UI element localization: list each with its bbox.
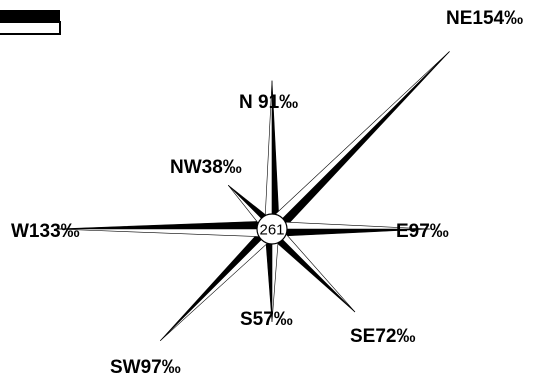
spoke-w-light — [55, 228, 274, 237]
center-circle — [256, 213, 288, 245]
legend-filled-swatch — [0, 10, 60, 22]
legend-empty-swatch — [0, 21, 61, 35]
legend — [0, 10, 61, 35]
spoke-se-light — [271, 228, 356, 313]
label-s: S57‰ — [240, 309, 293, 330]
label-w: W133‰ — [11, 221, 80, 242]
label-nw: NW38‰ — [170, 157, 242, 178]
label-ne: NE154‰ — [446, 8, 523, 29]
label-n: N 91‰ — [239, 92, 298, 113]
spokes — [55, 51, 450, 342]
spoke-w-dark — [55, 221, 274, 230]
label-se: SE72‰ — [350, 326, 415, 347]
direction-labels: N 91‰ NE154‰ E97‰ SE72‰ S57‰ SW97‰ W133‰… — [11, 8, 523, 378]
label-e: E97‰ — [396, 221, 449, 242]
spoke-ne-light — [271, 51, 450, 230]
center-value: 261 — [259, 222, 284, 239]
label-sw: SW97‰ — [110, 357, 181, 378]
